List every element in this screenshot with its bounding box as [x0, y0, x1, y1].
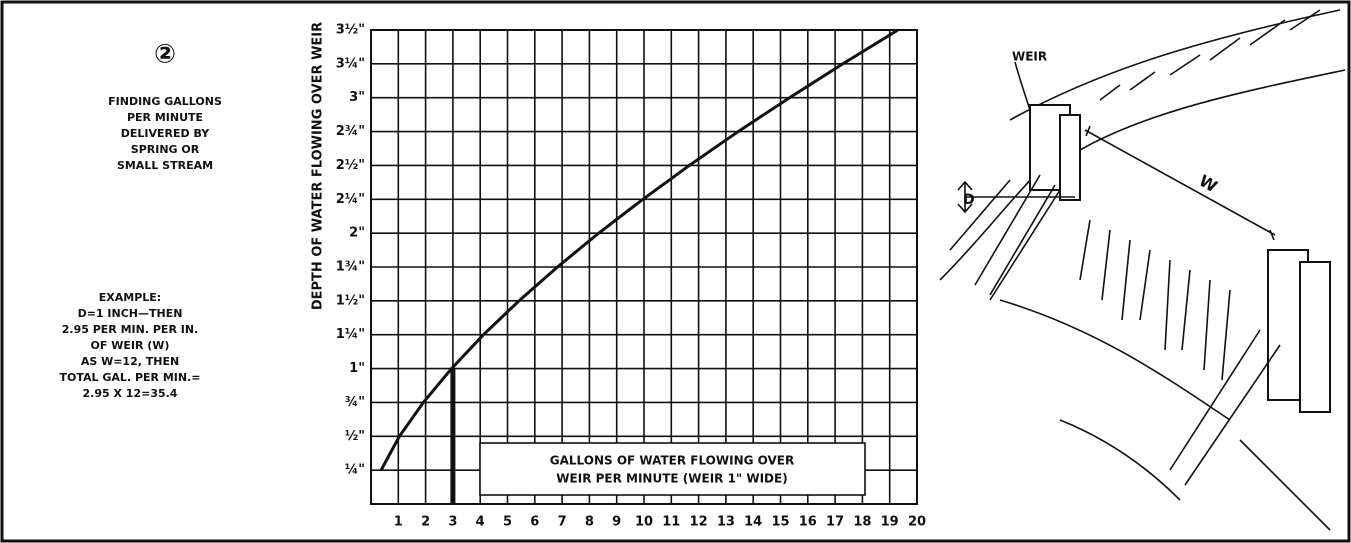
y-tick-label: 1½"	[336, 293, 365, 308]
x-tick-label: 16	[799, 515, 817, 530]
weir-post	[1060, 115, 1080, 200]
x-tick-label: 1	[394, 515, 403, 530]
intro-text: DELIVERED BY	[121, 127, 211, 140]
x-tick-label: 15	[771, 515, 789, 530]
y-tick-label: 3½"	[336, 23, 365, 38]
y-tick-label: 3"	[349, 90, 365, 105]
x-tick-label: 6	[530, 515, 539, 530]
y-tick-label: ¼"	[345, 463, 365, 478]
y-tick-label: 2½"	[336, 158, 365, 173]
x-tick-label: 2	[421, 515, 430, 530]
y-tick-label: 2¼"	[336, 192, 365, 207]
depth-label: D	[963, 192, 975, 208]
x-label-box	[480, 443, 865, 495]
y-axis-label: DEPTH OF WATER FLOWING OVER WEIR	[311, 22, 326, 310]
x-tick-label: 4	[476, 515, 485, 530]
x-tick-label: 3	[448, 515, 457, 530]
intro-text: FINDING GALLONS	[108, 95, 222, 108]
x-axis-label: WEIR PER MINUTE (WEIR 1" WIDE)	[556, 472, 787, 486]
y-tick-label: 1"	[349, 361, 365, 376]
x-tick-label: 13	[717, 515, 735, 530]
intro-text: SPRING OR	[131, 143, 200, 156]
x-tick-label: 18	[853, 515, 871, 530]
x-tick-label: 8	[585, 515, 594, 530]
y-tick-label: 1¼"	[336, 327, 365, 342]
figure: ② DEPTH OF WATER FLOWING OVER WEIR WEIR …	[0, 0, 1351, 543]
intro-text: SMALL STREAM	[117, 159, 213, 172]
weir-post	[1300, 262, 1330, 412]
x-tick-label: 20	[908, 515, 926, 530]
example-text: 2.95 X 12=35.4	[83, 387, 178, 400]
intro-text: PER MINUTE	[127, 111, 203, 124]
y-tick-label: ¾"	[345, 395, 365, 410]
y-tick-label: 3¼"	[336, 56, 365, 71]
example-text: D=1 INCH—THEN	[78, 307, 183, 320]
x-tick-label: 10	[635, 515, 653, 530]
example-text: AS W=12, THEN	[81, 355, 179, 368]
example-text: TOTAL GAL. PER MIN.=	[60, 371, 201, 384]
y-tick-label: 2¾"	[336, 124, 365, 139]
x-tick-label: 14	[744, 515, 762, 530]
badge: ②	[154, 40, 176, 70]
example-text: OF WEIR (W)	[91, 339, 170, 352]
x-axis-label: GALLONS OF WATER FLOWING OVER	[550, 454, 795, 468]
x-tick-label: 12	[690, 515, 708, 530]
example-text: 2.95 PER MIN. PER IN.	[62, 323, 198, 336]
y-tick-label: 2"	[349, 226, 365, 241]
example-text: EXAMPLE:	[99, 291, 161, 304]
x-tick-label: 17	[826, 515, 844, 530]
y-tick-label: 1¾"	[336, 260, 365, 275]
y-tick-label: ½"	[345, 429, 365, 444]
x-tick-label: 9	[612, 515, 621, 530]
x-tick-label: 11	[662, 515, 680, 530]
x-tick-label: 7	[558, 515, 567, 530]
x-tick-label: 5	[503, 515, 512, 530]
weir-label: WEIR	[1012, 50, 1047, 64]
x-tick-label: 19	[881, 515, 899, 530]
